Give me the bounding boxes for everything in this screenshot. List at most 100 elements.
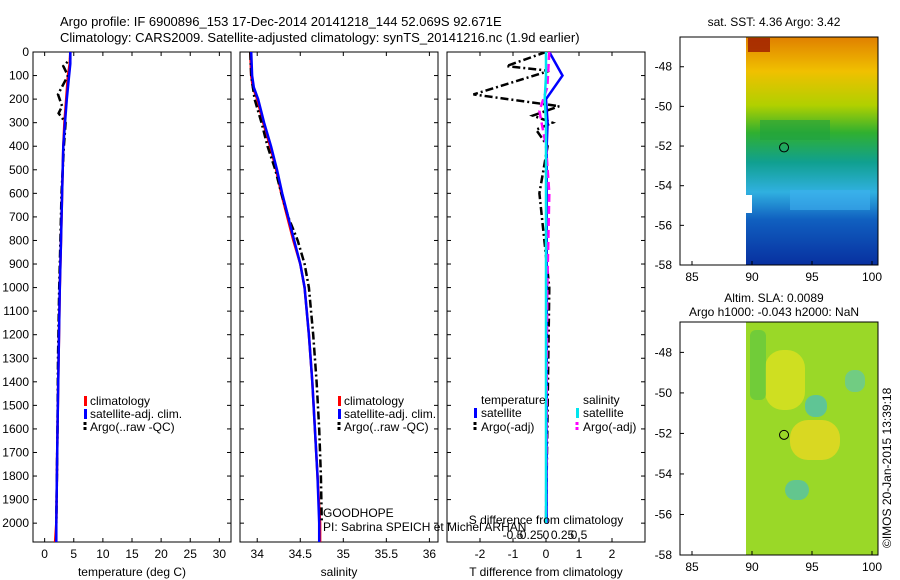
legend-argo-t-label: Argo(-adj) <box>481 420 534 434</box>
depth-tick-label: 400 <box>9 139 29 153</box>
s-diff-tick-label: 0.25 <box>551 528 575 542</box>
x-tick-label: 0 <box>543 547 550 561</box>
depth-tick-label: 100 <box>9 69 29 83</box>
sst-y-axis: -48 -50 -52 -54 -56 -58 <box>655 60 684 272</box>
sla-x-axis: 85 90 95 100 <box>685 551 882 574</box>
depth-tick-label: 1000 <box>2 281 29 295</box>
temperature-legend: climatology satellite-adj. clim. Argo(..… <box>83 394 182 434</box>
legend-sat-label: satellite-adj. clim. <box>90 407 182 421</box>
map-y-tick-label: -58 <box>655 258 673 272</box>
map-x-tick-label: 85 <box>685 560 699 574</box>
x-tick-label: 25 <box>184 547 198 561</box>
x-tick-label: 20 <box>154 547 168 561</box>
difference-legend: temperature salinity satellite Argo(-adj… <box>473 393 636 434</box>
map-y-tick-label: -52 <box>655 139 673 153</box>
s-diff-tick-label: 0.5 <box>571 528 588 542</box>
legend-swatch-clim <box>84 396 87 406</box>
depth-tick-label: 500 <box>9 163 29 177</box>
map-y-tick-label: -48 <box>655 345 673 359</box>
series-line-sat <box>55 52 72 542</box>
sst-warm-patch <box>748 38 770 52</box>
sla-map <box>679 321 879 556</box>
x-tick-label: 5 <box>70 547 77 561</box>
depth-tick-label: 2000 <box>2 516 29 530</box>
map-y-tick-label: -56 <box>655 218 673 232</box>
depth-tick-label: 1700 <box>2 445 29 459</box>
sst-green-band <box>760 120 830 140</box>
depth-tick-label: 800 <box>9 233 29 247</box>
map-y-tick-label: -56 <box>655 507 673 521</box>
map-x-tick-label: 90 <box>745 560 759 574</box>
sla-map-frame <box>679 321 879 556</box>
map-x-tick-label: 100 <box>862 560 882 574</box>
sst-map-frame <box>679 36 879 266</box>
series-line-sat_s <box>543 52 548 524</box>
sst-map <box>679 36 879 266</box>
depth-tick-label: 1200 <box>2 328 29 342</box>
depth-tick-label: 1300 <box>2 351 29 365</box>
sst-x-axis: 85 90 95 100 <box>685 261 882 284</box>
imos-credit: ©IMOS 20-Jan-2015 13:39:18 <box>880 387 894 548</box>
x-tick-label: -1 <box>508 547 519 561</box>
x-tick-label: 35.5 <box>375 547 399 561</box>
legend-swatch-sat <box>338 409 341 419</box>
s-difference-xlabel: S difference from climatology <box>469 513 624 527</box>
sla-map-subtitle: Argo h1000: -0.043 h2000: NaN <box>689 305 859 319</box>
x-tick-label: -2 <box>475 547 486 561</box>
difference-x-axis: -2 -1 0 1 2 <box>475 52 616 561</box>
salinity-xlabel: salinity <box>321 565 358 579</box>
sst-white-gap <box>744 195 752 213</box>
header-line1: Argo profile: IF 6900896_153 17-Dec-2014… <box>60 14 502 29</box>
map-y-tick-label: -50 <box>655 99 673 113</box>
map-x-tick-label: 85 <box>685 270 699 284</box>
sla-map-title: Altim. SLA: 0.0089 <box>724 291 824 305</box>
depth-tick-label: 1600 <box>2 422 29 436</box>
salinity-legend: climatology satellite-adj. clim. Argo(..… <box>337 394 436 434</box>
depth-tick-label: 300 <box>9 116 29 130</box>
depth-tick-label: 1400 <box>2 375 29 389</box>
x-tick-label: 34.5 <box>289 547 313 561</box>
map-x-tick-label: 90 <box>745 270 759 284</box>
salinity-panel-frame <box>239 51 439 543</box>
x-tick-label: 2 <box>609 547 616 561</box>
legend-swatch-sat <box>84 409 87 419</box>
map-y-tick-label: -50 <box>655 386 673 400</box>
pi-label: PI: Sabrina SPEICH et Michel ARHAN <box>323 520 526 534</box>
difference-series <box>473 52 564 524</box>
temperature-x-axis: 0 5 10 15 20 25 30 <box>41 52 226 561</box>
depth-tick-label: 1500 <box>2 398 29 412</box>
t-difference-xlabel: T difference from climatology <box>469 565 623 579</box>
depth-tick-label: 1100 <box>3 304 29 318</box>
legend-sat-s-label: satellite <box>583 406 624 420</box>
sla-cyan-blob <box>805 395 827 417</box>
header-line2: Climatology: CARS2009. Satellite-adjuste… <box>60 30 580 45</box>
depth-tick-label: 200 <box>9 92 29 106</box>
sst-cyan-band <box>790 190 870 210</box>
map-x-tick-label: 95 <box>805 560 819 574</box>
legend-swatch-sat-t <box>474 408 477 418</box>
map-y-tick-label: -48 <box>655 60 673 74</box>
series-line-clim <box>249 52 322 542</box>
sla-y-axis: -48 -50 -52 -54 -56 -58 <box>655 345 684 562</box>
legend-sat-label: satellite-adj. clim. <box>344 407 436 421</box>
x-tick-label: 34 <box>251 547 265 561</box>
legend-clim-label: climatology <box>344 394 404 408</box>
sla-yellow-blob <box>765 350 805 410</box>
legend-sat-t-label: satellite <box>481 406 522 420</box>
x-tick-label: 15 <box>125 547 139 561</box>
sst-argo-marker <box>779 142 790 153</box>
legend-argo-s-label: Argo(-adj) <box>583 420 636 434</box>
x-tick-label: 30 <box>213 547 227 561</box>
sst-heatmap-field <box>746 37 878 265</box>
sla-cyan-blob-2 <box>785 480 809 500</box>
salinity-x-axis: 34 34.5 35 35.5 36 <box>251 52 436 561</box>
temperature-panel-frame <box>32 51 232 543</box>
temperature-series <box>53 52 72 542</box>
sla-argo-marker <box>779 429 790 440</box>
depth-tick-label: 0 <box>22 45 29 59</box>
legend-clim-label: climatology <box>90 394 150 408</box>
x-tick-label: 0 <box>41 547 48 561</box>
legend-swatch-clim <box>338 396 341 406</box>
legend-temperature-group: temperature <box>481 393 546 407</box>
